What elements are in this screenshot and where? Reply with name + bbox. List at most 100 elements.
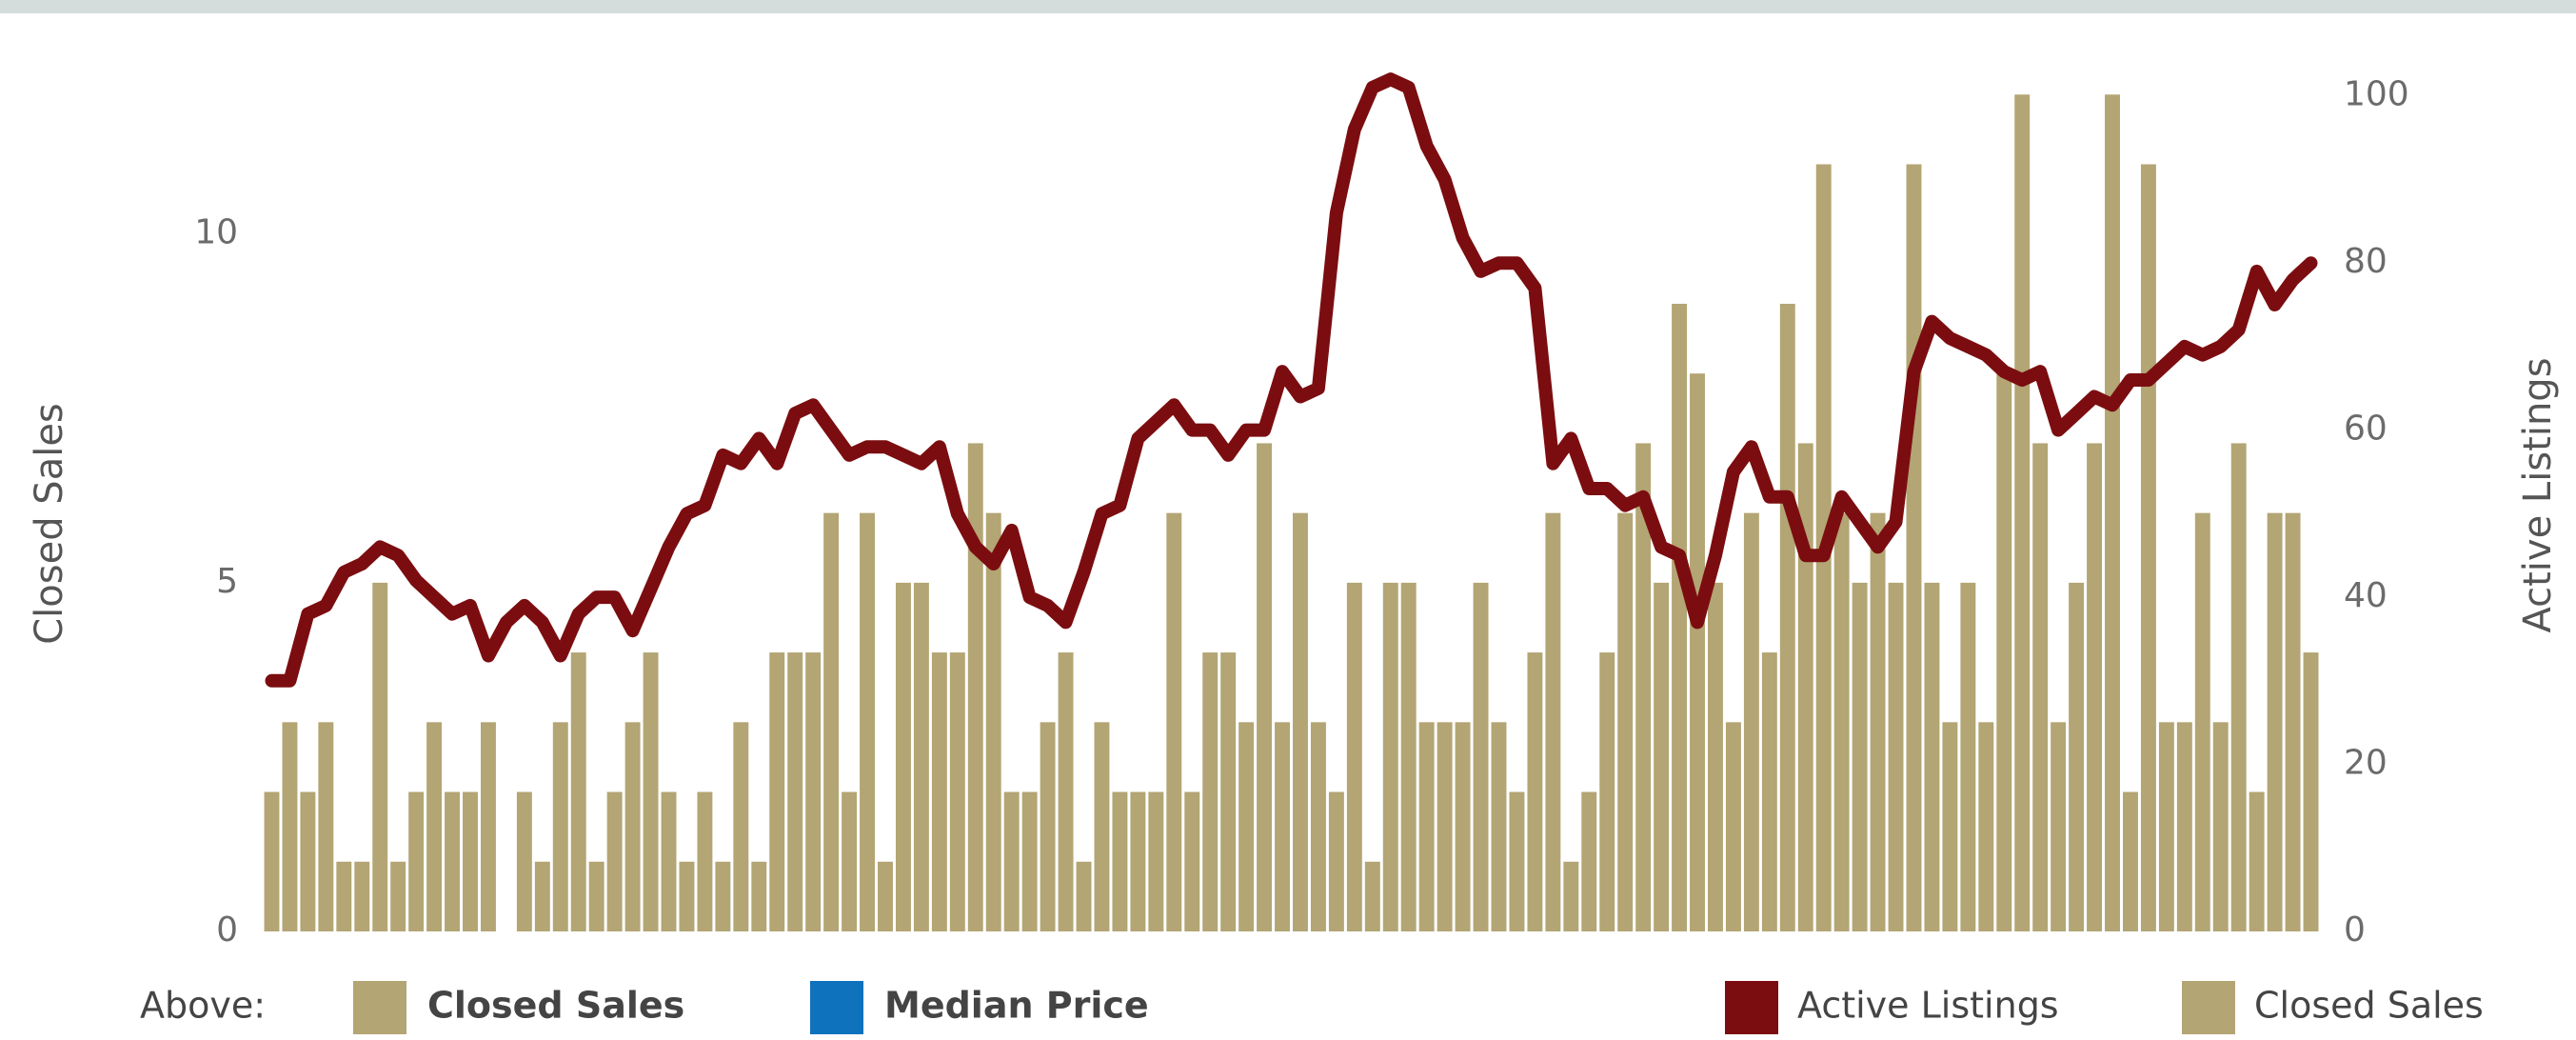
bar [697, 791, 713, 931]
bar [769, 652, 785, 931]
bar [1654, 582, 1670, 931]
y-tick-label: 5 [216, 562, 238, 601]
bar [1328, 791, 1344, 931]
bar [1437, 722, 1453, 931]
bar [1130, 791, 1146, 931]
bar [2158, 722, 2174, 931]
bar [2285, 512, 2301, 931]
bar [1996, 373, 2012, 931]
legend-item: Median Price [884, 985, 1149, 1027]
bar [842, 791, 858, 931]
bar [570, 652, 586, 931]
bar [2212, 722, 2229, 931]
bar [1148, 791, 1164, 931]
bar [1346, 582, 1362, 931]
bar [372, 582, 388, 931]
bar [1725, 722, 1741, 931]
bar [1743, 512, 1759, 931]
legend-item: Closed Sales [427, 985, 684, 1027]
bar [733, 722, 749, 931]
top-strip [0, 0, 2576, 13]
bar [408, 791, 425, 931]
legend-swatch [810, 981, 863, 1034]
bar [318, 722, 334, 931]
bar [2122, 791, 2138, 931]
bar [336, 861, 352, 931]
bar [715, 861, 731, 931]
bar [426, 722, 443, 931]
y2-tick-label: 60 [2344, 410, 2388, 449]
legend-swatch [2182, 981, 2235, 1034]
bar [1040, 722, 1056, 931]
y2-axis-title: Active Listings [2516, 357, 2560, 632]
bar [931, 652, 947, 931]
bar [1672, 303, 1688, 931]
bar [1400, 582, 1417, 931]
y2-tick-label: 100 [2344, 75, 2409, 114]
bar [2140, 164, 2156, 932]
bar [805, 652, 822, 931]
bar [1888, 582, 1904, 931]
legend-swatch [1725, 981, 1778, 1034]
bar [1166, 512, 1182, 931]
bar [895, 582, 911, 931]
bar [1257, 443, 1273, 932]
bar [1617, 512, 1634, 931]
bar [2069, 582, 2085, 931]
bar [2267, 512, 2283, 931]
bar [354, 861, 370, 931]
bar [1870, 512, 1886, 931]
bar [2176, 722, 2192, 931]
bar [445, 791, 461, 931]
bar [2194, 512, 2210, 931]
bar [1058, 652, 1074, 931]
bar [878, 861, 893, 931]
bar [552, 722, 568, 931]
bar [624, 722, 641, 931]
bar [985, 512, 1001, 931]
bar [1581, 791, 1597, 931]
bar [643, 652, 659, 931]
bar [2087, 443, 2103, 932]
y2-tick-label: 20 [2344, 744, 2388, 783]
bar [1184, 791, 1200, 931]
bar [1779, 303, 1795, 931]
bar [1275, 722, 1290, 931]
bar [1455, 722, 1471, 931]
y2-tick-label: 80 [2344, 242, 2388, 281]
legend-label: Above: [140, 985, 266, 1027]
bar [1924, 582, 1940, 931]
bar [1509, 791, 1525, 931]
bar [2032, 443, 2049, 932]
bar [264, 791, 280, 931]
bar [661, 791, 677, 931]
bar [967, 443, 983, 932]
bar [463, 791, 478, 931]
bar [1761, 652, 1777, 931]
y2-tick-label: 0 [2344, 910, 2366, 950]
bar [1238, 722, 1255, 931]
bar [1599, 652, 1615, 931]
bar [1112, 791, 1128, 931]
bar [1978, 722, 1994, 931]
bar [1220, 652, 1237, 931]
bar [787, 652, 803, 931]
bar [1563, 861, 1579, 931]
y-axis-title: Closed Sales [28, 403, 71, 645]
bar [390, 861, 406, 931]
bar [1076, 861, 1092, 931]
bar [480, 722, 496, 931]
bar [1310, 722, 1326, 931]
bar [282, 722, 298, 931]
bar [1418, 722, 1435, 931]
bar [2230, 443, 2247, 932]
bar [1545, 512, 1561, 931]
bar [1094, 722, 1110, 931]
bar [1906, 164, 1922, 932]
bar [860, 512, 875, 931]
y-tick-label: 0 [216, 910, 238, 950]
bar [949, 652, 965, 931]
bar [679, 861, 695, 931]
